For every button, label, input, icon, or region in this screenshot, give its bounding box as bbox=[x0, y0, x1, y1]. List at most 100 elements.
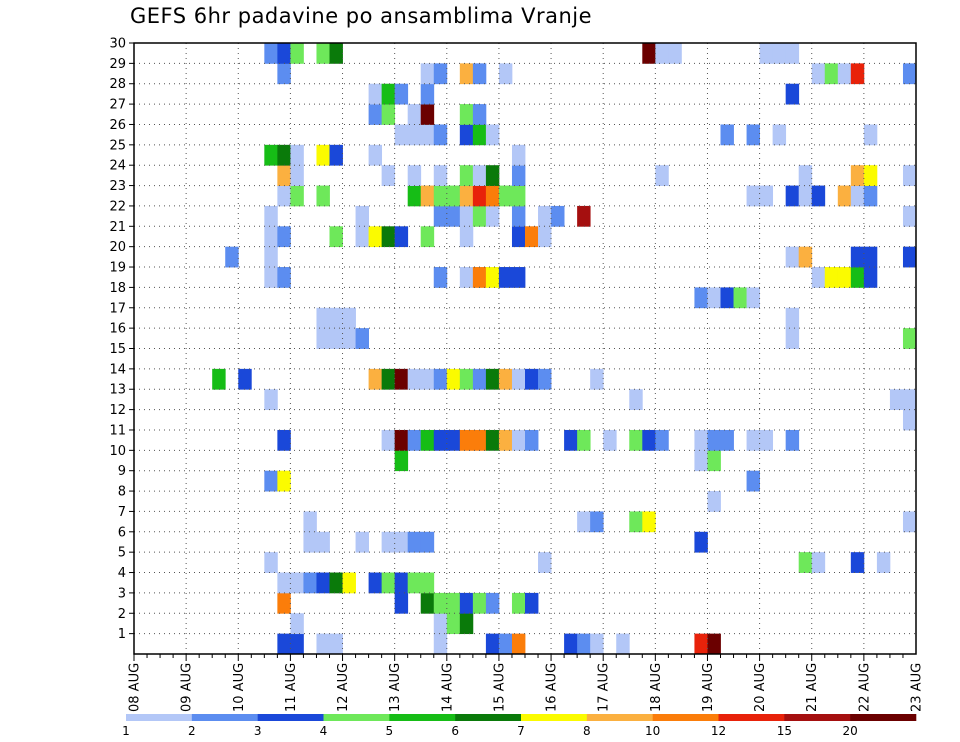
y-tick-label: 1 bbox=[118, 627, 126, 642]
heatmap-cell bbox=[642, 43, 656, 64]
heatmap-cell bbox=[316, 307, 330, 329]
heatmap-cell bbox=[446, 592, 461, 614]
y-tick-label: 3 bbox=[118, 586, 126, 601]
heatmap-cell bbox=[590, 633, 604, 655]
heatmap-cell bbox=[785, 307, 800, 329]
heatmap-cell bbox=[850, 246, 865, 268]
heatmap-cell bbox=[511, 205, 526, 227]
heatmap-cell bbox=[498, 633, 513, 655]
heatmap-cell bbox=[290, 572, 304, 594]
heatmap-cell bbox=[720, 429, 734, 451]
heatmap-cell bbox=[511, 267, 526, 288]
x-tick-label: 09 AUG bbox=[180, 663, 195, 712]
heatmap-cell bbox=[785, 429, 800, 451]
heatmap-cell bbox=[407, 124, 422, 146]
heatmap-cell bbox=[707, 429, 721, 451]
y-tick-label: 8 bbox=[118, 485, 126, 500]
heatmap-cell bbox=[433, 165, 448, 186]
x-tick-label: 18 AUG bbox=[649, 663, 664, 712]
heatmap-cell bbox=[277, 165, 291, 186]
heatmap-cell bbox=[433, 63, 448, 85]
heatmap-cell bbox=[277, 470, 291, 492]
heatmap-cell bbox=[785, 83, 800, 105]
y-tick-label: 11 bbox=[109, 423, 126, 438]
heatmap-cell bbox=[811, 185, 826, 207]
heatmap-cell bbox=[472, 368, 487, 390]
heatmap-cell bbox=[746, 429, 760, 451]
heatmap-cell bbox=[485, 429, 500, 451]
heatmap-cell bbox=[863, 165, 878, 186]
heatmap-cell bbox=[264, 246, 278, 268]
heatmap-cell bbox=[772, 124, 787, 146]
heatmap-cell bbox=[746, 287, 760, 309]
heatmap-cell bbox=[525, 592, 539, 614]
heatmap-cell bbox=[472, 124, 487, 146]
heatmap-cell bbox=[277, 633, 291, 655]
heatmap-cell bbox=[459, 63, 474, 85]
x-tick-label: 08 AUG bbox=[128, 663, 143, 712]
heatmap-cell bbox=[394, 124, 409, 146]
heatmap-cell bbox=[420, 104, 435, 125]
colorbar-label: 7 bbox=[517, 724, 525, 738]
heatmap-cell bbox=[459, 592, 474, 614]
heatmap-cell bbox=[355, 328, 369, 349]
heatmap-cell bbox=[472, 429, 487, 451]
x-tick-label: 23 AUG bbox=[910, 663, 925, 712]
heatmap-cell bbox=[876, 552, 891, 573]
y-tick-label: 16 bbox=[109, 322, 126, 337]
heatmap-cell bbox=[459, 226, 474, 248]
y-tick-label: 7 bbox=[118, 505, 126, 520]
colorbar-label: 20 bbox=[843, 724, 858, 738]
heatmap-cell bbox=[694, 633, 708, 655]
heatmap-cell bbox=[264, 470, 278, 492]
heatmap-cell bbox=[707, 450, 721, 472]
heatmap-cell bbox=[472, 63, 487, 85]
heatmap-cell bbox=[264, 43, 278, 64]
heatmap-cell bbox=[407, 429, 422, 451]
colorbar: 1 2 3 4 5 6 7 8 10 12 15 20 bbox=[122, 714, 917, 738]
colorbar-label: 12 bbox=[711, 724, 726, 738]
x-tick-label: 13 AUG bbox=[388, 663, 403, 712]
heatmap-cell bbox=[316, 633, 330, 655]
colorbar-swatch bbox=[257, 714, 324, 721]
y-tick-label: 12 bbox=[109, 403, 126, 418]
colorbar-swatch bbox=[126, 714, 193, 721]
heatmap-cell bbox=[902, 63, 917, 85]
heatmap-cell bbox=[629, 429, 643, 451]
y-tick-label: 6 bbox=[118, 525, 126, 540]
heatmap-cell bbox=[472, 104, 487, 125]
heatmap-cell bbox=[355, 226, 369, 248]
heatmap-cell bbox=[446, 205, 461, 227]
x-tick-label: 15 AUG bbox=[492, 663, 507, 712]
heatmap-cell bbox=[759, 429, 774, 451]
heatmap-cell bbox=[368, 83, 383, 105]
heatmap-cell bbox=[329, 144, 343, 166]
heatmap-cell bbox=[407, 165, 422, 186]
heatmap-cell bbox=[850, 165, 865, 186]
heatmap-cell bbox=[485, 633, 500, 655]
heatmap-cell bbox=[394, 429, 409, 451]
heatmap-cell bbox=[837, 267, 852, 288]
heatmap-cell bbox=[459, 124, 474, 146]
heatmap-cell bbox=[407, 531, 422, 553]
heatmap-cell bbox=[420, 124, 435, 146]
heatmap-cell bbox=[394, 368, 409, 390]
heatmap-cell bbox=[368, 226, 383, 248]
heatmap-cell bbox=[902, 511, 917, 533]
heatmap-cell bbox=[316, 572, 330, 594]
heatmap-cell bbox=[850, 552, 865, 573]
heatmap-cell bbox=[433, 633, 448, 655]
heatmap-cell bbox=[433, 205, 448, 227]
y-tick-label: 10 bbox=[109, 444, 126, 459]
heatmap-cell bbox=[538, 205, 552, 227]
heatmap-cell bbox=[303, 511, 317, 533]
heatmap-cell bbox=[459, 368, 474, 390]
heatmap-cell bbox=[316, 328, 330, 349]
heatmap-cell bbox=[277, 572, 291, 594]
heatmap-cell bbox=[707, 491, 721, 512]
heatmap-cell bbox=[498, 267, 513, 288]
x-tick-label: 10 AUG bbox=[232, 663, 247, 712]
y-tick-label: 30 bbox=[109, 37, 126, 52]
heatmap-cell bbox=[811, 63, 826, 85]
heatmap-cell bbox=[459, 185, 474, 207]
